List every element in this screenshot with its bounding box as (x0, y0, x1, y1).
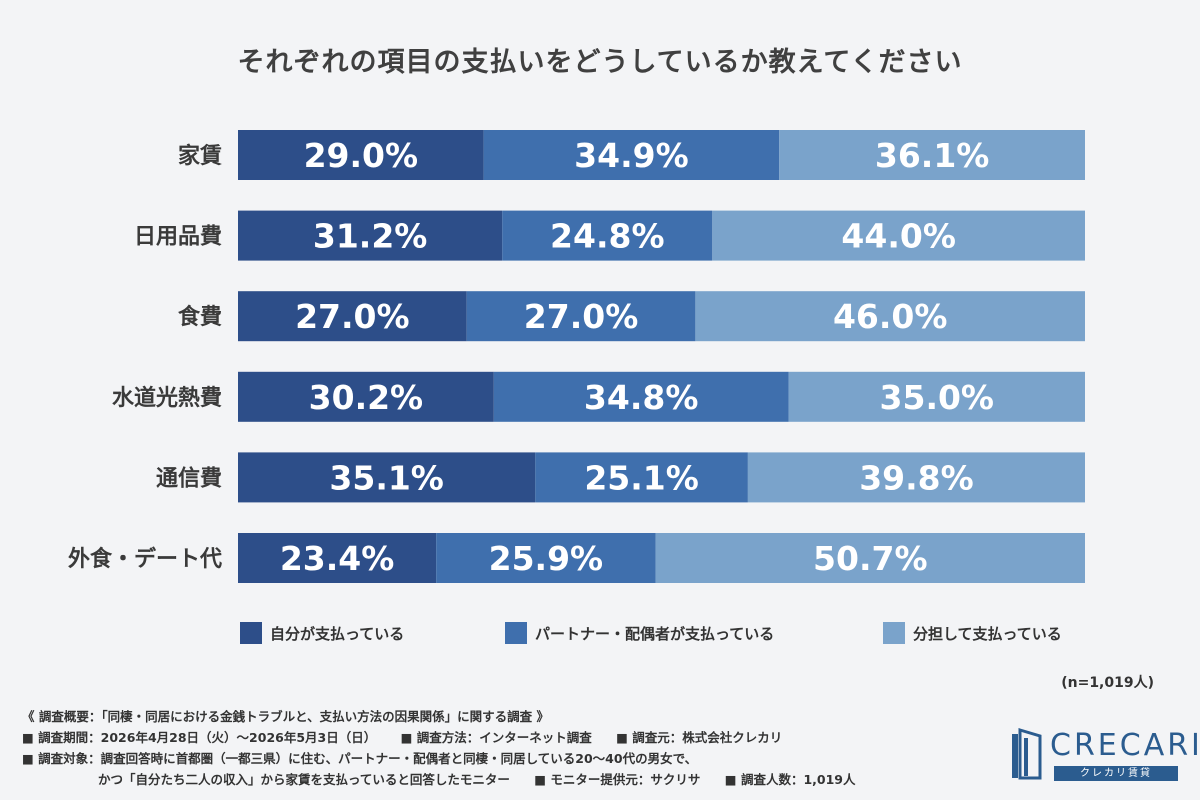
data-label-shared: 50.7% (813, 539, 928, 578)
bar-segment-partner (466, 291, 696, 342)
bar-segment-shared (779, 130, 1085, 180)
logo-subtext: クレカリ賃貸 (1054, 766, 1178, 781)
data-label-self: 27.0% (295, 297, 410, 336)
bar-segment-shared (712, 210, 1085, 261)
data-label-self: 31.2% (313, 217, 428, 256)
crecari-logo: CRECARI クレカリ賃貸 (1010, 728, 1200, 783)
bar-segment-shared (695, 291, 1085, 342)
data-label-shared: 35.0% (880, 378, 995, 417)
stacked-bar-chart: 家賃 29.0% 34.9% 36.1% 日用品費 31.2% 24.8% 44.0% 食費 27… (68, 130, 1085, 583)
footnote-target: ■ 調査対象：調査回答時に首都圏（一都三県）に住む、パートナー・配偶者と同棲・同… (22, 751, 698, 766)
sample-size: (n=1,019人) (1061, 675, 1154, 691)
category-label: 通信費 (156, 465, 222, 491)
chart-title: それぞれの項目の支払いをどうしているか教えてください (237, 47, 963, 78)
bar-segment-self (238, 130, 484, 180)
bar-segment-self (238, 291, 467, 342)
data-label-self: 30.2% (309, 378, 424, 417)
legend-swatch-shared (883, 622, 905, 644)
footnote-source: ■ 調査元：株式会社クレカリ (616, 730, 783, 745)
legend: 自分が支払っている パートナー・配偶者が支払っている 分担して支払っている (240, 622, 1090, 650)
bar-segment-self (238, 210, 503, 261)
legend-label-self: 自分が支払っている (270, 624, 405, 643)
bar-segment-partner (535, 452, 748, 503)
legend-label-partner: パートナー・配偶者が支払っている (535, 624, 775, 643)
bar-segment-partner (502, 210, 713, 261)
data-label-partner: 25.1% (584, 458, 699, 497)
bar-segment-self (238, 452, 536, 503)
bar-segment-self (238, 371, 494, 422)
footnote-line-target-cont: かつ「自分たち二人の収入」から家賃を支払っていると回答したモニター ■ モニター… (22, 769, 982, 790)
bar-segment-partner (493, 371, 789, 422)
footnote-summary: 《 調査概要：「同棲・同居における金銭トラブルと、支払い方法の因果関係」に関する… (22, 709, 549, 724)
category-label: 食費 (178, 304, 222, 330)
door-logo-icon (1012, 728, 1042, 780)
footnote-line-period: ■ 調査期間：2026年4月28日（火）～2026年5月3日（日） ■ 調査方法… (22, 727, 982, 748)
legend-swatch-partner (505, 622, 527, 644)
legend-item-partner: パートナー・配偶者が支払っている (505, 622, 774, 644)
data-label-self: 23.4% (280, 539, 395, 578)
category-label: 水道光熱費 (112, 385, 222, 411)
data-label-self: 29.0% (304, 136, 419, 175)
bar-segment-shared (655, 533, 1085, 583)
logo-text: CRECARI (1050, 728, 1200, 763)
category-label: 家賃 (178, 143, 222, 169)
legend-item-shared: 分担して支払っている (883, 622, 1062, 644)
bar-segment-shared (747, 452, 1085, 503)
data-label-partner: 25.9% (489, 539, 604, 578)
bar-segment-partner (483, 130, 780, 180)
footnote-method: ■ 調査方法：インターネット調査 (400, 730, 592, 745)
data-label-shared: 36.1% (875, 136, 990, 175)
bar-segment-shared (788, 371, 1085, 422)
data-label-shared: 44.0% (841, 217, 956, 256)
footnote-period: ■ 調査期間：2026年4月28日（火）～2026年5月3日（日） (22, 730, 377, 745)
legend-item-self: 自分が支払っている (240, 622, 404, 644)
category-label: 日用品費 (134, 225, 222, 250)
bar-segment-partner (436, 533, 656, 583)
data-label-shared: 39.8% (859, 458, 974, 497)
data-label-partner: 34.8% (584, 378, 699, 417)
data-label-partner: 34.9% (574, 136, 689, 175)
legend-swatch-self (240, 622, 262, 644)
survey-footnotes: 《 調査概要：「同棲・同居における金銭トラブルと、支払い方法の因果関係」に関する… (22, 706, 982, 790)
footnote-target-cont: かつ「自分たち二人の収入」から家賃を支払っていると回答したモニター (98, 772, 510, 787)
legend-label-shared: 分担して支払っている (913, 624, 1062, 643)
data-label-shared: 46.0% (833, 297, 948, 336)
data-label-partner: 24.8% (550, 217, 665, 256)
category-label: 外食・デート代 (68, 546, 222, 572)
data-label-partner: 27.0% (524, 297, 639, 336)
footnote-provider: ■ モニター提供元：サクリサ (534, 772, 701, 787)
data-label-self: 35.1% (329, 458, 444, 497)
bar-segment-self (238, 533, 437, 583)
footnote-count: ■ 調査人数：1,019人 (724, 772, 856, 787)
